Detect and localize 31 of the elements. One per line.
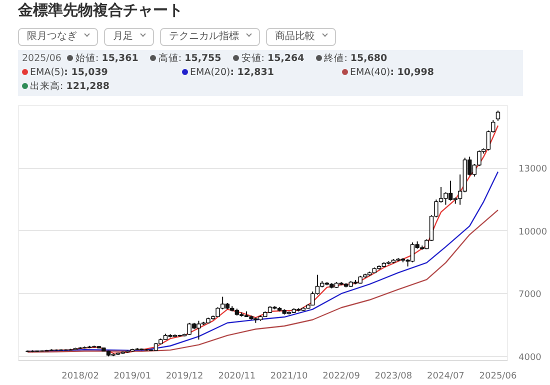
text: 出来高: 121,288: [29, 81, 110, 92]
text: : 10,998: [390, 67, 434, 78]
x-tick-label: 2021/10: [270, 372, 308, 382]
line-series: [27, 124, 499, 354]
x-tick-label: 2022/09: [322, 372, 360, 382]
text: 限月つなぎ: [18, 28, 98, 46]
y-tick-label: 7000: [518, 290, 542, 300]
text: 始値: 15,361: [74, 53, 138, 64]
x-tick-label: 2018/02: [62, 372, 99, 382]
y-tick-label: 10000: [518, 227, 548, 238]
x-tick-label: 2019/01: [114, 372, 152, 382]
text: 高値: 15,755: [157, 53, 222, 64]
text: テクニカル指標: [160, 28, 260, 46]
line-series: [27, 171, 499, 352]
text: : 15,039: [64, 67, 108, 78]
x-tick-label: 2019/12: [166, 372, 204, 382]
text: 2025/06: [22, 53, 62, 64]
text: : 12,831: [230, 67, 274, 78]
x-tick-label: 2023/08: [374, 372, 412, 382]
text: 商品比較: [266, 28, 336, 46]
text: 月足: [104, 28, 154, 46]
text: 終値: 15,680: [323, 53, 388, 64]
x-tick-label: 2025/06: [479, 372, 517, 382]
y-tick-label: 13000: [518, 164, 548, 175]
candlestick: [496, 110, 500, 122]
text: 安値: 15,264: [240, 53, 304, 64]
x-tick-label: 2020/11: [218, 372, 256, 382]
x-tick-label: 2024/07: [427, 372, 464, 382]
line-series: [27, 209, 499, 353]
chart-title: 金標準先物複合チャート: [18, 0, 183, 21]
y-tick-label: 4000: [518, 352, 542, 363]
